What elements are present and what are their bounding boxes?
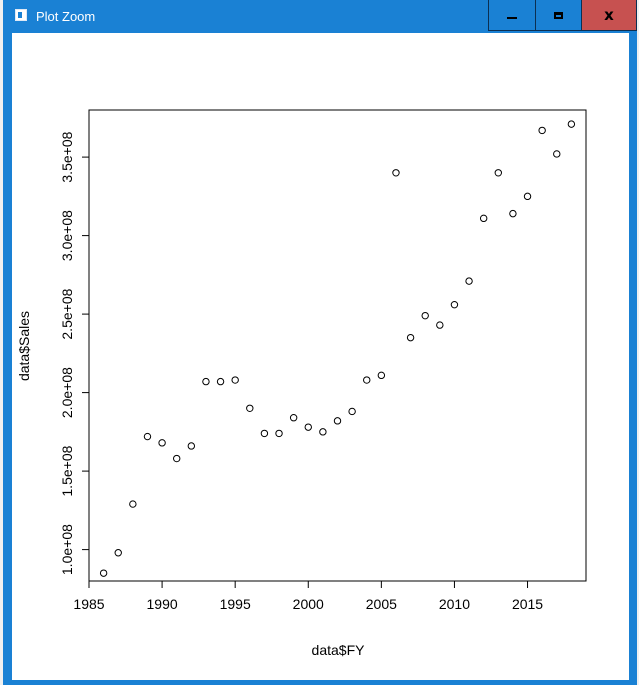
y-tick-label: 1.0e+08: [59, 524, 75, 575]
data-point: [523, 192, 532, 201]
minimize-icon: [507, 17, 517, 19]
data-point: [538, 126, 546, 135]
maximize-icon: [554, 11, 563, 19]
data-point: [173, 454, 181, 463]
data-point: [406, 333, 415, 342]
data-point: [465, 277, 473, 285]
maximize-button[interactable]: [535, 0, 582, 31]
data-point: [392, 169, 400, 177]
data-point: [450, 300, 459, 309]
x-axis: 1985 1990 1995 2000 2005 2010 2015: [73, 580, 543, 612]
window-title: Plot Zoom: [36, 9, 96, 24]
data-point: [158, 439, 166, 447]
data-point: [289, 414, 298, 422]
plot-area: 1985 1990 1995 2000 2005 2010 2015 1.0e+08 1.5e…: [12, 33, 629, 680]
data-point: [260, 429, 269, 438]
y-tick-label: 2.5e+08: [59, 288, 75, 339]
y-axis-label: data$Sales: [16, 311, 32, 381]
data-point: [363, 376, 371, 384]
data-point: [99, 569, 108, 577]
title-bar[interactable]: Plot Zoom x: [3, 0, 637, 33]
plot-window-icon: [15, 9, 27, 21]
data-point: [187, 442, 196, 450]
x-tick-label: 2000: [293, 596, 324, 612]
x-tick-label: 1995: [220, 596, 251, 612]
y-axis: 1.0e+08 1.5e+08 2.0e+08 2.5e+08 3.0e+08 3.5e+…: [59, 131, 90, 575]
x-tick-label: 2005: [366, 596, 397, 612]
data-point: [494, 169, 502, 177]
data-point: [479, 214, 488, 223]
plot-box: [88, 109, 587, 582]
data-point: [246, 404, 254, 412]
data-point: [129, 500, 137, 508]
data-point: [304, 423, 312, 431]
data-point: [143, 432, 152, 441]
x-tick-label: 2010: [439, 596, 470, 612]
scatter-chart: 1985 1990 1995 2000 2005 2010 2015 1.0e+08 1.5e…: [16, 109, 587, 658]
y-tick-label: 2.0e+08: [59, 367, 75, 418]
data-point: [319, 428, 327, 436]
data-point: [421, 311, 429, 320]
data-point: [377, 371, 386, 380]
data-point: [553, 150, 561, 158]
x-tick-label: 2015: [512, 596, 543, 612]
y-tick-label: 1.5e+08: [59, 445, 75, 496]
y-tick-label: 3.0e+08: [59, 210, 75, 261]
data-point: [231, 376, 239, 384]
x-axis-label: data$FY: [312, 642, 366, 658]
y-tick-label: 3.5e+08: [59, 131, 75, 182]
close-icon: x: [604, 6, 614, 24]
x-tick-label: 1990: [147, 596, 178, 612]
x-tick-label: 1985: [73, 596, 104, 612]
plot-zoom-window: Plot Zoom x 1985 1990 1995 2000 2005 2010 2015…: [3, 0, 637, 685]
data-point: [114, 549, 122, 557]
data-point: [202, 377, 210, 386]
data-point: [348, 407, 356, 416]
data-point: [509, 209, 517, 218]
data-point: [567, 120, 576, 128]
data-point: [333, 417, 342, 425]
data-points: [99, 120, 576, 577]
data-point: [275, 429, 283, 438]
close-button[interactable]: x: [581, 0, 637, 31]
data-point: [216, 377, 225, 386]
minimize-button[interactable]: [488, 0, 536, 31]
data-point: [436, 321, 444, 329]
